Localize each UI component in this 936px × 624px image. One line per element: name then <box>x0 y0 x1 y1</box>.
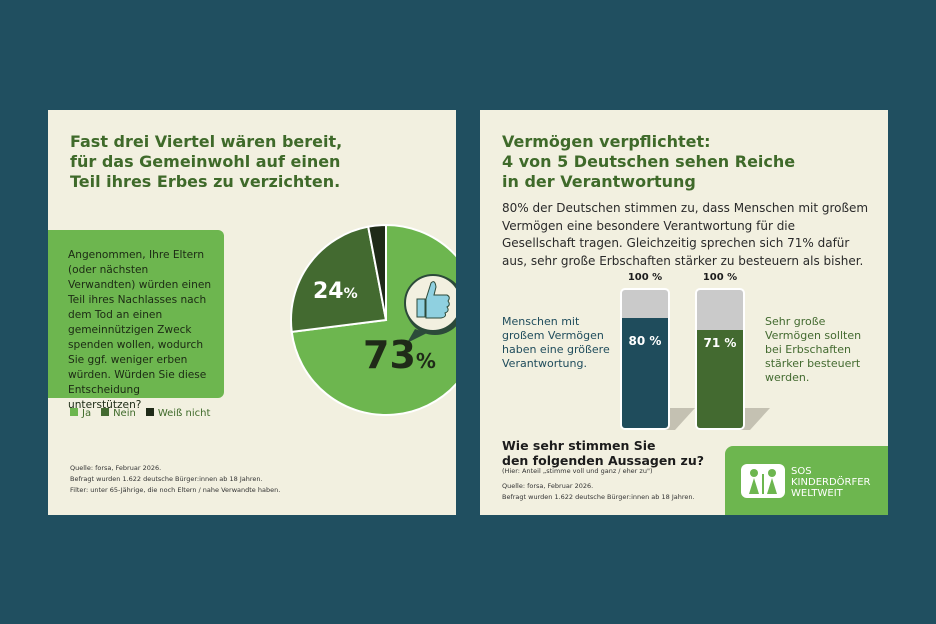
bar-fill-2: 71 % <box>697 330 743 428</box>
bar-label-2: Sehr große Vermögen sollten bei Erbschaf… <box>765 315 862 384</box>
bar-fill-1: 80 % <box>622 317 668 428</box>
right-source: Quelle: forsa, Februar 2026. Befragt wur… <box>502 482 695 501</box>
right-title: Vermögen verpflichtet: 4 von 5 Deutschen… <box>502 132 796 191</box>
survey-question: Wie sehr stimmen Sie den folgenden Aussa… <box>502 438 704 468</box>
left-infographic: Fast drei Viertel wären bereit, für das … <box>48 110 456 515</box>
bar-2: 71 % <box>695 288 745 430</box>
survey-note: (Hier: Anteil „stimme voll und ganz / eh… <box>502 467 653 475</box>
pie-chart: 73% 24% <box>290 223 456 416</box>
legend-ja: Ja <box>70 408 91 419</box>
pie-slice-ja <box>290 223 456 416</box>
bar-1: 80 % <box>620 288 670 430</box>
right-infographic: Vermögen verpflichtet: 4 von 5 Deutschen… <box>480 110 888 515</box>
legend-weiss-nicht: Weiß nicht <box>145 408 210 419</box>
bar-value-2: 71 % <box>703 336 737 351</box>
right-body: 80% der Deutschen stimmen zu, dass Mensc… <box>502 201 869 268</box>
question-box: Angenommen, Ihre Eltern (oder nächsten V… <box>48 230 224 411</box>
pie-legend: Ja Nein Weiß nicht <box>70 408 210 419</box>
pie-slice-weiß-nicht <box>367 223 387 321</box>
left-source: Quelle: forsa, Februar 2026. Befragt wur… <box>70 464 281 494</box>
left-title: Fast drei Viertel wären bereit, für das … <box>70 132 343 191</box>
thumbs-up-icon <box>404 274 456 343</box>
bar-total-1: 100 % <box>627 272 663 283</box>
bar-label-1: Menschen mit großem Vermögen haben eine … <box>502 315 610 370</box>
pie-label-nein: 24% <box>313 279 358 304</box>
bar-value-1: 80 % <box>628 333 662 348</box>
sos-children-icon <box>741 464 785 498</box>
bar-total-2: 100 % <box>702 272 738 283</box>
sos-logo: SOS KINDERDÖRFER WELTWEIT <box>725 446 888 515</box>
legend-nein: Nein <box>101 408 136 419</box>
logo-text: SOS KINDERDÖRFER WELTWEIT <box>791 466 871 499</box>
pie-slice-nein <box>290 225 388 334</box>
